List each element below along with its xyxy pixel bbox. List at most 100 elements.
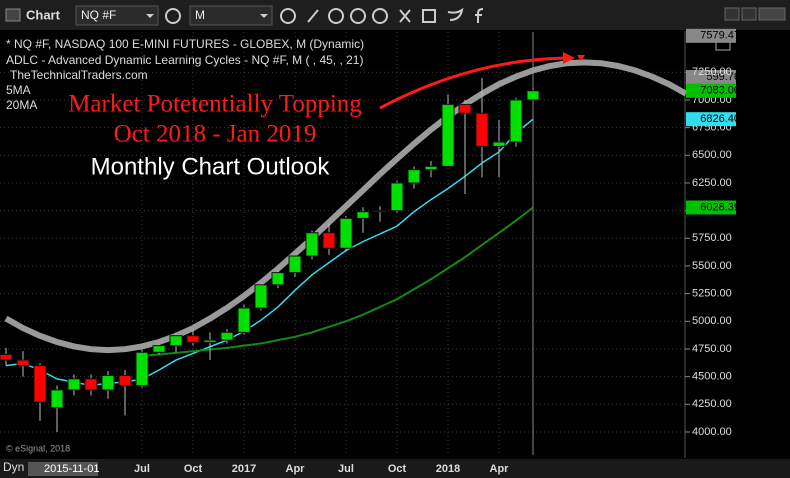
draw-icon[interactable] xyxy=(307,9,319,23)
candle-body xyxy=(339,217,353,249)
y-tick-label: 5500.00 xyxy=(692,260,732,272)
candle-body xyxy=(390,182,404,212)
candle-body xyxy=(288,255,302,274)
candle-body xyxy=(407,169,421,184)
start-date: 2015-11-01 xyxy=(44,463,99,475)
mode-label: Dyn xyxy=(3,460,24,474)
annotation-arrow xyxy=(379,56,566,110)
price-label: 6028.39 xyxy=(700,201,740,213)
plot xyxy=(0,59,688,432)
candle-body xyxy=(135,351,149,386)
window-title: Chart xyxy=(26,7,61,22)
candle-body xyxy=(203,339,217,343)
clock-icon[interactable] xyxy=(280,8,296,24)
candle-body xyxy=(356,211,370,219)
y-tick-label: 6500.00 xyxy=(692,149,732,161)
y-tick-label: 4750.00 xyxy=(692,343,732,355)
x-tick-label: Oct xyxy=(184,463,203,475)
candle-body xyxy=(169,335,183,347)
annotation: Market Potetentially Topping xyxy=(68,91,362,118)
date-box xyxy=(28,462,98,476)
save-icon[interactable] xyxy=(422,9,436,23)
play-icon[interactable] xyxy=(350,8,366,24)
price-box xyxy=(686,28,736,43)
legend-label: 5MA xyxy=(6,83,31,97)
candle-body xyxy=(458,103,472,114)
symbol: NQ #F xyxy=(81,8,116,22)
candle-body xyxy=(492,141,506,147)
y-tick-label: 5000.00 xyxy=(692,315,732,327)
candle-body xyxy=(526,90,540,101)
y-tick-label: 6250.00 xyxy=(692,177,732,189)
facebook-icon[interactable] xyxy=(475,8,484,23)
annotation-arrowhead xyxy=(563,52,575,64)
interval-box[interactable] xyxy=(189,5,273,26)
price-box xyxy=(686,200,736,215)
candle-body xyxy=(16,359,30,367)
x-tick-label: 2017 xyxy=(232,463,256,475)
candle-body xyxy=(441,103,455,167)
share-icon[interactable] xyxy=(399,9,411,23)
cursor-icon[interactable] xyxy=(372,8,388,24)
candle-body xyxy=(67,378,81,391)
dropdown-arrow xyxy=(260,14,268,18)
price-box xyxy=(686,83,736,98)
y-tick-label: 4250.00 xyxy=(692,398,732,410)
candle-body xyxy=(475,112,489,147)
candle-body xyxy=(271,272,285,286)
chart-icon xyxy=(5,8,21,22)
x-axis-bar xyxy=(0,459,790,478)
y-tick-label: 4500.00 xyxy=(692,371,732,383)
price-label: 7083.00 xyxy=(700,85,740,97)
x-tick-label: 2018 xyxy=(436,463,460,475)
price-box xyxy=(686,112,736,127)
candle-body xyxy=(220,331,234,341)
link-icon[interactable] xyxy=(165,8,181,24)
header-line: ADLC - Advanced Dynamic Learning Cycles … xyxy=(6,53,363,67)
twitter-icon[interactable] xyxy=(447,7,464,21)
close-button[interactable] xyxy=(758,7,786,21)
y-tick-label: 6750.00 xyxy=(692,122,732,134)
maximize-button[interactable] xyxy=(741,7,757,21)
tool-icons xyxy=(307,7,484,24)
annotation: Monthly Chart Outlook xyxy=(91,153,331,180)
annotation: Oct 2018 - Jan 2019 xyxy=(114,121,317,148)
candle-body xyxy=(50,389,64,409)
candle-body xyxy=(186,335,200,343)
dropdown-arrow xyxy=(146,14,154,18)
legend-label: 20MA xyxy=(6,98,37,112)
candle-body xyxy=(101,375,115,391)
y-tick-label: 5750.00 xyxy=(692,232,732,244)
cycle-price-label: 599.76 xyxy=(706,71,740,83)
candle-body xyxy=(424,165,438,171)
copyright: © eSignal, 2018 xyxy=(6,443,70,453)
cycle-line xyxy=(4,59,688,354)
y-tick-label: 4000.00 xyxy=(692,426,732,438)
header-line: TheTechnicalTraders.com xyxy=(10,68,148,82)
minimize-button[interactable] xyxy=(724,7,740,21)
cycle-price-box xyxy=(686,70,736,84)
price-label: 6826.40 xyxy=(700,113,740,125)
candle-body xyxy=(305,232,319,257)
x-tick-label: Jul xyxy=(134,463,150,475)
candle-body xyxy=(322,232,336,249)
top-marker xyxy=(577,55,585,61)
ma-line xyxy=(141,206,534,357)
candle-body xyxy=(0,354,13,361)
candle-body xyxy=(254,284,268,309)
candle-body xyxy=(509,99,523,143)
y-tick-label: 7250.00 xyxy=(692,66,732,78)
study-icon[interactable] xyxy=(328,8,344,24)
symbol-box[interactable] xyxy=(75,5,159,26)
x-tick-label: Jul xyxy=(338,463,354,475)
candle-body xyxy=(237,307,251,333)
candle-body xyxy=(33,365,47,403)
candle-body xyxy=(152,345,166,353)
x-tick-label: Apr xyxy=(490,463,510,475)
x-tick-label: Oct xyxy=(388,463,407,475)
y-tick-label: 5250.00 xyxy=(692,288,732,300)
interval: M xyxy=(195,8,205,22)
x-tick-label: Apr xyxy=(286,463,306,475)
